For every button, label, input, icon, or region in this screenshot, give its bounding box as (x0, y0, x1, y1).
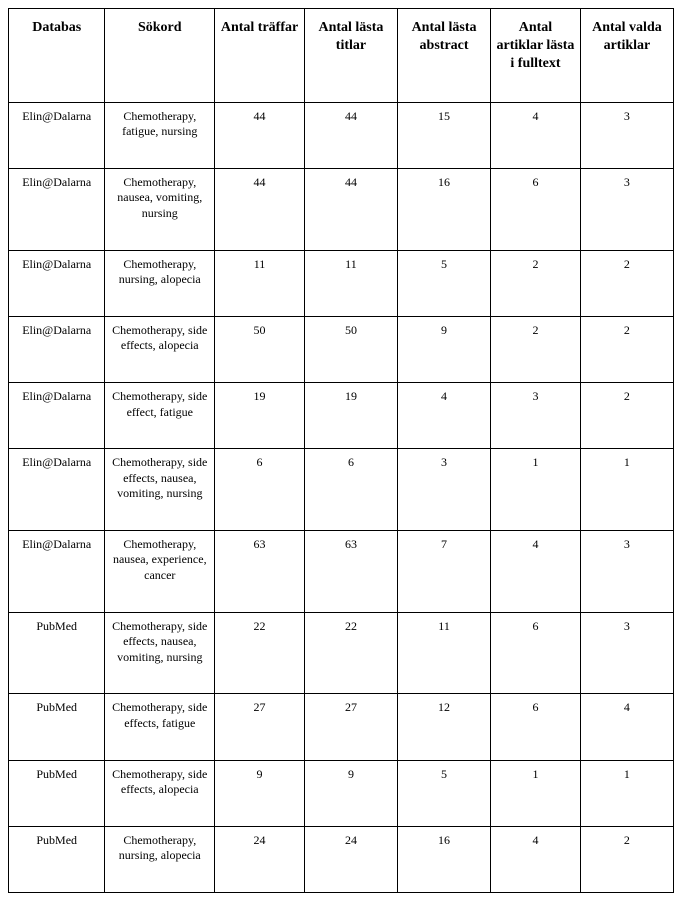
cell-selected: 2 (580, 316, 673, 382)
cell-fulltext: 3 (491, 382, 581, 448)
cell-hits: 63 (215, 530, 305, 612)
cell-keywords: Chemotherapy, nausea, vomiting, nursing (105, 168, 215, 250)
cell-selected: 3 (580, 102, 673, 168)
cell-keywords: Chemotherapy, side effects, alopecia (105, 760, 215, 826)
cell-db: PubMed (9, 694, 105, 760)
cell-titles: 22 (304, 612, 397, 694)
cell-hits: 6 (215, 449, 305, 531)
cell-keywords: Chemotherapy, side effects, alopecia (105, 316, 215, 382)
cell-keywords: Chemotherapy, side effects, fatigue (105, 694, 215, 760)
cell-hits: 44 (215, 168, 305, 250)
search-results-table: Databas Sökord Antal träffar Antal lästa… (8, 8, 674, 893)
col-antal-artiklar-lasta-fulltext: Antal artiklar lästa i fulltext (491, 9, 581, 103)
cell-db: PubMed (9, 826, 105, 892)
cell-abstracts: 15 (398, 102, 491, 168)
cell-hits: 22 (215, 612, 305, 694)
cell-fulltext: 6 (491, 612, 581, 694)
cell-abstracts: 12 (398, 694, 491, 760)
cell-abstracts: 7 (398, 530, 491, 612)
cell-db: Elin@Dalarna (9, 530, 105, 612)
cell-titles: 6 (304, 449, 397, 531)
cell-db: Elin@Dalarna (9, 449, 105, 531)
cell-fulltext: 4 (491, 826, 581, 892)
cell-titles: 11 (304, 250, 397, 316)
cell-abstracts: 11 (398, 612, 491, 694)
cell-db: Elin@Dalarna (9, 382, 105, 448)
cell-selected: 2 (580, 382, 673, 448)
cell-fulltext: 6 (491, 168, 581, 250)
cell-fulltext: 6 (491, 694, 581, 760)
cell-keywords: Chemotherapy, fatigue, nursing (105, 102, 215, 168)
cell-keywords: Chemotherapy, side effects, nausea, vomi… (105, 449, 215, 531)
table-row: Elin@DalarnaChemotherapy, side effect, f… (9, 382, 674, 448)
cell-titles: 9 (304, 760, 397, 826)
cell-selected: 1 (580, 760, 673, 826)
table-row: Elin@DalarnaChemotherapy, nausea, experi… (9, 530, 674, 612)
table-row: Elin@DalarnaChemotherapy, nausea, vomiti… (9, 168, 674, 250)
table-row: Elin@DalarnaChemotherapy, nursing, alope… (9, 250, 674, 316)
cell-abstracts: 5 (398, 250, 491, 316)
cell-titles: 50 (304, 316, 397, 382)
cell-hits: 19 (215, 382, 305, 448)
cell-fulltext: 1 (491, 760, 581, 826)
cell-titles: 63 (304, 530, 397, 612)
col-sokord: Sökord (105, 9, 215, 103)
cell-db: PubMed (9, 612, 105, 694)
cell-titles: 44 (304, 168, 397, 250)
cell-abstracts: 3 (398, 449, 491, 531)
cell-fulltext: 4 (491, 102, 581, 168)
table-body: Elin@DalarnaChemotherapy, fatigue, nursi… (9, 102, 674, 892)
cell-selected: 3 (580, 530, 673, 612)
cell-fulltext: 2 (491, 250, 581, 316)
cell-selected: 4 (580, 694, 673, 760)
cell-fulltext: 4 (491, 530, 581, 612)
cell-keywords: Chemotherapy, side effects, nausea, vomi… (105, 612, 215, 694)
cell-keywords: Chemotherapy, nausea, experience, cancer (105, 530, 215, 612)
cell-fulltext: 2 (491, 316, 581, 382)
cell-hits: 27 (215, 694, 305, 760)
cell-abstracts: 4 (398, 382, 491, 448)
table-row: Elin@DalarnaChemotherapy, side effects, … (9, 449, 674, 531)
table-row: Elin@DalarnaChemotherapy, side effects, … (9, 316, 674, 382)
cell-db: PubMed (9, 760, 105, 826)
cell-keywords: Chemotherapy, nursing, alopecia (105, 826, 215, 892)
col-antal-lasta-titlar: Antal lästa titlar (304, 9, 397, 103)
table-header: Databas Sökord Antal träffar Antal lästa… (9, 9, 674, 103)
cell-abstracts: 5 (398, 760, 491, 826)
cell-selected: 2 (580, 826, 673, 892)
cell-db: Elin@Dalarna (9, 316, 105, 382)
col-antal-valda-artiklar: Antal valda artiklar (580, 9, 673, 103)
cell-hits: 44 (215, 102, 305, 168)
cell-hits: 24 (215, 826, 305, 892)
table-row: PubMedChemotherapy, side effects, nausea… (9, 612, 674, 694)
cell-hits: 50 (215, 316, 305, 382)
cell-keywords: Chemotherapy, nursing, alopecia (105, 250, 215, 316)
table-row: PubMedChemotherapy, side effects, alopec… (9, 760, 674, 826)
table-row: Elin@DalarnaChemotherapy, fatigue, nursi… (9, 102, 674, 168)
cell-abstracts: 16 (398, 826, 491, 892)
table-row: PubMedChemotherapy, side effects, fatigu… (9, 694, 674, 760)
cell-selected: 1 (580, 449, 673, 531)
col-antal-traffar: Antal träffar (215, 9, 305, 103)
cell-abstracts: 9 (398, 316, 491, 382)
cell-keywords: Chemotherapy, side effect, fatigue (105, 382, 215, 448)
cell-db: Elin@Dalarna (9, 168, 105, 250)
cell-selected: 2 (580, 250, 673, 316)
cell-db: Elin@Dalarna (9, 250, 105, 316)
col-antal-lasta-abstract: Antal lästa abstract (398, 9, 491, 103)
cell-titles: 19 (304, 382, 397, 448)
cell-titles: 44 (304, 102, 397, 168)
cell-titles: 27 (304, 694, 397, 760)
cell-selected: 3 (580, 612, 673, 694)
cell-fulltext: 1 (491, 449, 581, 531)
cell-db: Elin@Dalarna (9, 102, 105, 168)
table-row: PubMedChemotherapy, nursing, alopecia242… (9, 826, 674, 892)
cell-hits: 9 (215, 760, 305, 826)
cell-titles: 24 (304, 826, 397, 892)
cell-abstracts: 16 (398, 168, 491, 250)
cell-selected: 3 (580, 168, 673, 250)
col-databas: Databas (9, 9, 105, 103)
cell-hits: 11 (215, 250, 305, 316)
